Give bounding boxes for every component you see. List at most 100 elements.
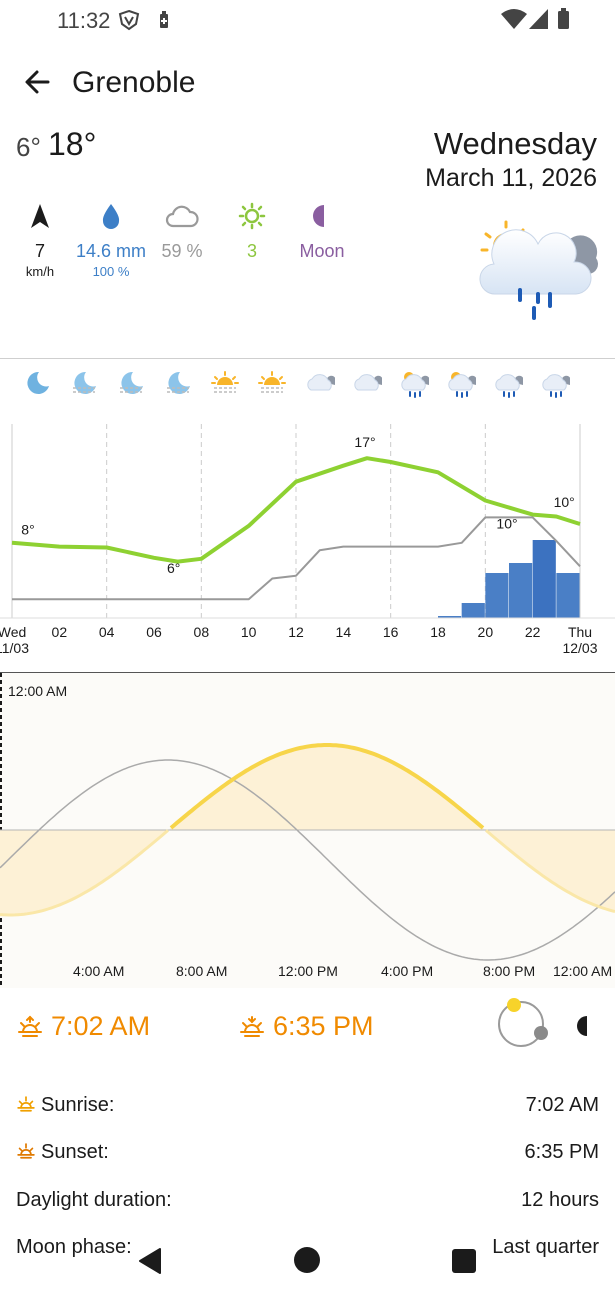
date-text: March 11, 2026 (425, 164, 597, 192)
cloud-value: 59 % (161, 241, 203, 261)
detail-value-moon-phase: Last quarter (492, 1236, 599, 1258)
sun-cloud-rain-icon (401, 372, 429, 398)
sun-chart-x-labels: 4:00 AM 8:00 AM 12:00 PM 4:00 PM 8:00 PM 12:0… (0, 963, 615, 983)
sun-chart-x-label: 4:00 AM (73, 963, 125, 979)
moon-value: Moon (299, 241, 345, 261)
status-time: 11:32 (57, 8, 111, 33)
moon-fog-icon (167, 371, 191, 394)
sun-cloud-rain-icon (448, 372, 476, 398)
sunset-time: 6:35 PM (273, 1011, 374, 1041)
sun-chart-x-label: 12:00 AM (553, 963, 613, 979)
detail-row-moon-phase: Moon phase: Last quarter (16, 1236, 599, 1260)
detail-value-sunrise: 7:02 AM (525, 1094, 599, 1116)
detail-row-sunrise: Sunrise: 7:02 AM (16, 1094, 599, 1118)
detail-row-daylight: Daylight duration: 12 hours (16, 1189, 599, 1213)
crescent-moon-icon (27, 371, 49, 394)
detail-label-moon-phase: Moon phase: (16, 1236, 132, 1258)
precip-bar (438, 616, 462, 618)
sun-path-night-morning (0, 829, 169, 917)
sun-moon-path-chart (0, 673, 615, 988)
cloud-icon (353, 374, 382, 391)
chart-x-tick: 02 (52, 624, 68, 640)
sun-path-night-evening (485, 829, 615, 913)
chart-x-tick: 18 (430, 624, 446, 640)
moon-fog-icon (73, 371, 97, 394)
sun-orbit-icon (498, 998, 548, 1047)
nav-back-icon[interactable] (136, 1246, 164, 1276)
moon-phase-icon (313, 205, 324, 227)
nav-recents-icon[interactable] (451, 1248, 477, 1274)
chart-x-tick: 10 (241, 624, 257, 640)
wind-metric: 7 km/h (20, 202, 60, 279)
chart-x-tick: 20 (478, 624, 494, 640)
temperature-line (11, 456, 581, 564)
chart-divider (0, 672, 615, 673)
city-title: Grenoble (72, 66, 196, 99)
sunset-small-icon (17, 1143, 35, 1159)
precip-bar (509, 563, 533, 618)
cloud-rain-icon (495, 374, 523, 398)
moon-path-line (0, 759, 615, 961)
sun-chart-x-label: 8:00 PM (483, 963, 536, 979)
temperature-annotation: 10° (554, 494, 575, 510)
half-moon-icon (577, 1016, 587, 1036)
arrow-back-icon[interactable] (20, 64, 56, 100)
precip-probability: 100 % (92, 264, 130, 279)
sunrise-time: 7:02 AM (51, 1011, 151, 1041)
vpn-shield-icon (118, 9, 140, 31)
sunrise-icon (18, 1015, 42, 1037)
precip-bar (532, 540, 556, 618)
sunset-icon (240, 1016, 264, 1037)
chart-x-tick: 12 (288, 624, 304, 640)
detail-label-daylight: Daylight duration: (16, 1189, 172, 1211)
chart-x-tick: Wed11/03 (0, 624, 29, 656)
sun-fog-icon (258, 371, 287, 393)
sun-chart-x-label: 12:00 PM (278, 963, 338, 979)
sun-fog-icon (211, 371, 240, 393)
detail-label-sunrise: Sunrise: (41, 1094, 115, 1116)
chart-x-tick: 16 (383, 624, 399, 640)
temperature-annotation: 17° (354, 434, 375, 450)
hourly-icons-row (20, 368, 585, 402)
sun-chart-x-label: 4:00 PM (381, 963, 434, 979)
precip-bar (485, 573, 509, 618)
detail-row-sunset: Sunset: 6:35 PM (16, 1141, 599, 1165)
cloud-icon (306, 374, 335, 391)
secondary-line (12, 516, 581, 601)
raindrop-icon (102, 204, 120, 229)
cloud-icon (165, 205, 199, 228)
chart-x-tick: 06 (146, 624, 162, 640)
detail-value-sunset: 6:35 PM (524, 1141, 599, 1163)
temperature-annotation: 10° (496, 516, 517, 532)
moon-fog-icon (120, 371, 144, 394)
precip-bar (556, 573, 580, 618)
day-name: Wednesday (433, 126, 597, 161)
detail-value-daylight: 12 hours (521, 1189, 599, 1211)
sun-path-day (169, 743, 485, 830)
hourly-temperature-chart: 8° 6° 17° 10° 10° Wed11/03 02 04 06 08 10 12 14 16 18 2… (0, 424, 615, 656)
uv-value: 3 (246, 241, 257, 261)
moon-metric: Moon (292, 202, 352, 262)
battery-icon (558, 8, 569, 29)
cloud-rain-icon (542, 374, 570, 398)
wind-value: 7 (34, 241, 45, 261)
precip-metric: 14.6 mm 100 % (66, 202, 156, 279)
chart-x-tick: 08 (194, 624, 210, 640)
precip-value: 14.6 mm (75, 241, 147, 261)
chart-x-tick: Thu 12/03 (562, 624, 597, 656)
temp-high: 18° (48, 126, 97, 162)
precip-bar (461, 603, 485, 618)
chart-x-tick: 22 (525, 624, 541, 640)
signal-icon (529, 9, 548, 29)
temperature-annotation: 8° (21, 521, 34, 537)
chart-x-tick: 14 (336, 624, 352, 640)
sunrise-small-icon (17, 1096, 35, 1112)
battery-saver-icon (160, 11, 168, 28)
hourly-divider (0, 358, 615, 359)
chart-x-tick: 04 (99, 624, 115, 640)
nav-home-icon[interactable] (293, 1246, 321, 1274)
sun-chart-x-label: 8:00 AM (176, 963, 228, 979)
temp-low: 6° (16, 132, 41, 162)
uv-sun-icon (238, 202, 266, 230)
wind-unit: km/h (25, 264, 55, 279)
